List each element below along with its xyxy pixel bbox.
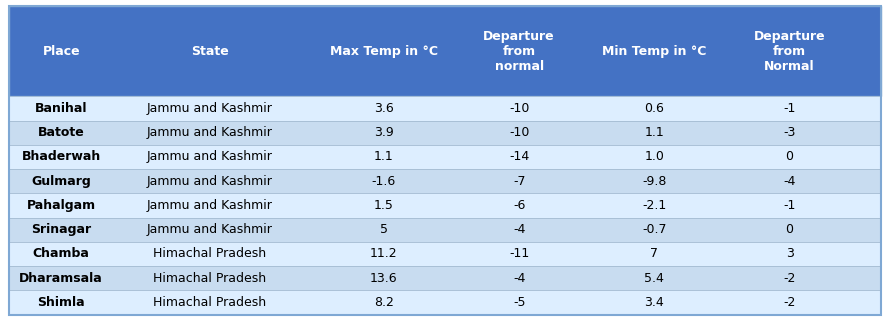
Text: Jammu and Kashmir: Jammu and Kashmir [147,175,272,188]
Text: Jammu and Kashmir: Jammu and Kashmir [147,151,272,163]
FancyBboxPatch shape [9,121,881,145]
Text: -5: -5 [513,296,525,309]
Text: -2: -2 [783,296,796,309]
Text: Departure
from
normal: Departure from normal [483,30,555,73]
Text: 8.2: 8.2 [374,296,394,309]
Text: 7: 7 [651,247,659,260]
Text: Gulmarg: Gulmarg [31,175,91,188]
Text: Jammu and Kashmir: Jammu and Kashmir [147,102,272,115]
Text: 5: 5 [380,223,388,236]
Text: 3.9: 3.9 [374,126,393,139]
Text: -4: -4 [513,272,525,285]
Text: 1.0: 1.0 [644,151,664,163]
FancyBboxPatch shape [9,266,881,290]
Text: -6: -6 [513,199,525,212]
Text: -1: -1 [783,199,796,212]
Text: -0.7: -0.7 [642,223,667,236]
Text: Banihal: Banihal [35,102,87,115]
Text: Dharamsala: Dharamsala [20,272,103,285]
Text: State: State [190,45,229,58]
Text: 3.6: 3.6 [374,102,393,115]
Text: -14: -14 [509,151,530,163]
Text: Himachal Pradesh: Himachal Pradesh [153,296,266,309]
FancyBboxPatch shape [9,290,881,315]
Text: Himachal Pradesh: Himachal Pradesh [153,272,266,285]
FancyBboxPatch shape [9,193,881,218]
Text: -1.6: -1.6 [372,175,396,188]
FancyBboxPatch shape [9,169,881,193]
Text: 1.5: 1.5 [374,199,394,212]
Text: Bhaderwah: Bhaderwah [21,151,101,163]
Text: -7: -7 [513,175,525,188]
Text: Jammu and Kashmir: Jammu and Kashmir [147,199,272,212]
Text: Place: Place [43,45,80,58]
Text: -1: -1 [783,102,796,115]
Text: Shimla: Shimla [37,296,85,309]
Text: 0.6: 0.6 [644,102,664,115]
Text: 1.1: 1.1 [374,151,393,163]
Text: -11: -11 [509,247,530,260]
Text: 3.4: 3.4 [644,296,664,309]
Text: Departure
from
Normal: Departure from Normal [754,30,825,73]
Text: 11.2: 11.2 [370,247,398,260]
Text: 0: 0 [786,151,794,163]
Text: Pahalgam: Pahalgam [27,199,96,212]
FancyBboxPatch shape [9,145,881,169]
Text: 3: 3 [786,247,794,260]
Text: -4: -4 [783,175,796,188]
Text: Max Temp in °C: Max Temp in °C [330,45,438,58]
FancyBboxPatch shape [9,96,881,121]
Text: 13.6: 13.6 [370,272,398,285]
Text: -2.1: -2.1 [643,199,667,212]
Text: 1.1: 1.1 [644,126,664,139]
Text: Himachal Pradesh: Himachal Pradesh [153,247,266,260]
Text: 0: 0 [786,223,794,236]
Text: Srinagar: Srinagar [31,223,92,236]
Text: Min Temp in °C: Min Temp in °C [603,45,707,58]
Text: -10: -10 [509,102,530,115]
FancyBboxPatch shape [9,6,881,96]
Text: -4: -4 [513,223,525,236]
Text: -3: -3 [783,126,796,139]
Text: Jammu and Kashmir: Jammu and Kashmir [147,126,272,139]
FancyBboxPatch shape [9,242,881,266]
FancyBboxPatch shape [9,218,881,242]
Text: -2: -2 [783,272,796,285]
Text: Batote: Batote [38,126,85,139]
Text: Chamba: Chamba [33,247,90,260]
Text: 5.4: 5.4 [644,272,664,285]
Text: -10: -10 [509,126,530,139]
Text: -9.8: -9.8 [643,175,667,188]
Text: Jammu and Kashmir: Jammu and Kashmir [147,223,272,236]
